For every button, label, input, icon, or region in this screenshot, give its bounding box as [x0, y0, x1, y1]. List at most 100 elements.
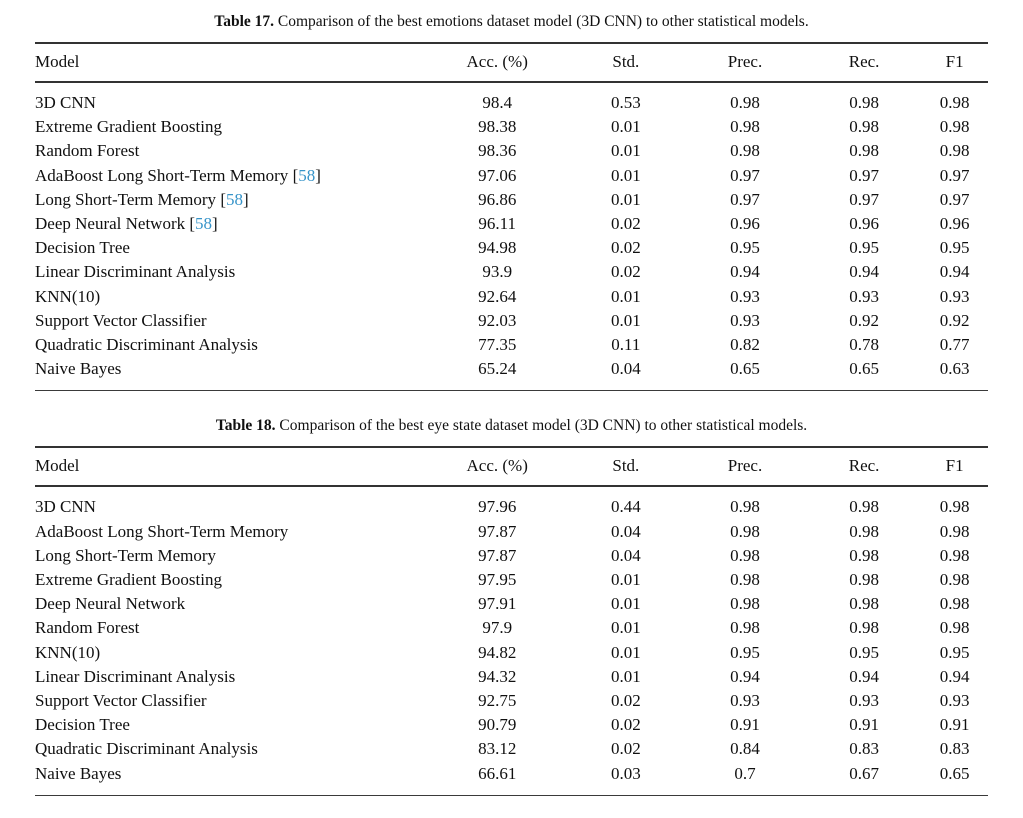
- rec-value: 0.98: [849, 117, 879, 137]
- model-name: Support Vector Classifier: [35, 310, 207, 330]
- model-name-cell: Random Forest: [35, 616, 426, 640]
- f1-value: 0.98: [939, 93, 970, 112]
- table-18-caption: Table 18. Comparison of the best eye sta…: [35, 417, 988, 435]
- table-row: AdaBoost Long Short-Term Memory [58] 97.0…: [35, 164, 988, 188]
- std-value: 0.01: [610, 310, 641, 330]
- table-row: Naive Bayes 66.61 0.03 0.7 0.67 0.65: [35, 762, 988, 796]
- std-value: 0.11: [611, 335, 641, 355]
- model-name-cell: Decision Tree: [35, 713, 426, 737]
- prec-value: 0.7: [734, 763, 756, 783]
- rec-value: 0.92: [849, 310, 879, 330]
- acc-value: 94.82: [478, 642, 517, 662]
- column-header-model: Model: [35, 456, 80, 476]
- model-name: Decision Tree: [35, 715, 130, 735]
- prec-value: 0.94: [730, 262, 760, 282]
- table-row: Extreme Gradient Boosting 98.38 0.01 0.98 0.…: [35, 115, 988, 139]
- std-value: 0.01: [610, 117, 641, 137]
- prec-value: 0.98: [730, 117, 760, 137]
- citation-number[interactable]: 58: [195, 214, 213, 234]
- model-name: Quadratic Discriminant Analysis: [35, 739, 258, 759]
- model-name: Long Short-Term Memory: [35, 545, 217, 565]
- rec-value: 0.93: [849, 286, 879, 306]
- column-header-acc: Acc. (%): [466, 52, 528, 71]
- model-name: Deep Neural Network: [35, 214, 186, 234]
- model-name-cell: KNN(10): [35, 285, 426, 309]
- model-name-cell: AdaBoost Long Short-Term Memory: [35, 520, 426, 544]
- model-name: Extreme Gradient Boosting: [35, 570, 222, 590]
- table-row: 3D CNN 98.4 0.53 0.98 0.98 0.98: [35, 82, 988, 115]
- prec-value: 0.93: [730, 286, 760, 306]
- f1-value: 0.97: [939, 189, 970, 209]
- model-name: Linear Discriminant Analysis: [35, 666, 236, 686]
- table-17-body: 3D CNN 98.4 0.53 0.98 0.98 0.98 Extreme Gradie…: [35, 82, 988, 391]
- column-header-f1: F1: [945, 52, 964, 71]
- rec-value: 0.95: [849, 238, 879, 258]
- rec-value: 0.95: [849, 642, 879, 662]
- citation-link[interactable]: [58]: [216, 189, 249, 209]
- acc-value: 92.75: [478, 691, 517, 711]
- f1-value: 0.97: [939, 165, 970, 185]
- table-17-caption-label: Table 17.: [214, 13, 275, 30]
- citation-link[interactable]: [58]: [288, 165, 321, 185]
- rec-value: 0.98: [849, 497, 879, 517]
- rec-value: 0.98: [849, 93, 879, 112]
- citation-number[interactable]: 58: [298, 165, 316, 185]
- rec-value: 0.91: [849, 715, 879, 735]
- prec-value: 0.93: [730, 691, 760, 711]
- acc-value: 83.12: [478, 739, 517, 759]
- table-row: Extreme Gradient Boosting 97.95 0.01 0.98 0.…: [35, 568, 988, 592]
- table-row: Random Forest 97.9 0.01 0.98 0.98 0.98: [35, 616, 988, 640]
- table-row: Support Vector Classifier 92.03 0.01 0.93 0.…: [35, 309, 988, 333]
- std-value: 0.01: [610, 594, 641, 614]
- std-value: 0.04: [610, 359, 641, 379]
- std-value: 0.02: [610, 262, 641, 282]
- std-value: 0.04: [610, 545, 641, 565]
- f1-value: 0.83: [939, 739, 970, 759]
- acc-value: 97.91: [478, 594, 517, 614]
- rec-value: 0.67: [849, 763, 879, 783]
- rec-value: 0.93: [849, 691, 879, 711]
- rec-value: 0.97: [849, 189, 879, 209]
- f1-value: 0.96: [939, 214, 970, 234]
- f1-value: 0.93: [939, 691, 970, 711]
- model-name-cell: Linear Discriminant Analysis: [35, 665, 426, 689]
- f1-value: 0.98: [939, 594, 970, 614]
- prec-value: 0.98: [730, 570, 760, 590]
- rec-value: 0.98: [849, 141, 879, 161]
- model-name: KNN(10): [35, 286, 101, 306]
- model-name: Deep Neural Network: [35, 594, 186, 614]
- model-name-cell: Support Vector Classifier: [35, 689, 426, 713]
- citation-link[interactable]: [58]: [185, 214, 218, 234]
- std-value: 0.02: [610, 214, 641, 234]
- column-header-rec: Rec.: [848, 456, 880, 476]
- acc-value: 97.87: [478, 521, 517, 541]
- column-header-f1: F1: [945, 456, 964, 476]
- column-header-acc: Acc. (%): [466, 456, 528, 476]
- table-18-section: Table 18. Comparison of the best eye sta…: [35, 417, 988, 796]
- table-18-caption-text: Comparison of the best eye state dataset…: [279, 417, 808, 435]
- prec-value: 0.82: [730, 335, 760, 355]
- prec-value: 0.98: [730, 497, 760, 517]
- rec-value: 0.98: [849, 594, 879, 614]
- model-name: 3D CNN: [35, 497, 96, 517]
- citation-number[interactable]: 58: [225, 189, 243, 209]
- f1-value: 0.98: [939, 497, 970, 517]
- f1-value: 0.93: [939, 286, 970, 306]
- f1-value: 0.92: [939, 310, 970, 330]
- prec-value: 0.97: [730, 189, 760, 209]
- table-row: KNN(10) 92.64 0.01 0.93 0.93 0.93: [35, 285, 988, 309]
- table-row: Support Vector Classifier 92.75 0.02 0.93 0.…: [35, 689, 988, 713]
- acc-value: 96.86: [478, 189, 517, 209]
- acc-value: 97.06: [478, 165, 517, 185]
- table-row: Decision Tree 90.79 0.02 0.91 0.91 0.91: [35, 713, 988, 737]
- table-row: Deep Neural Network [58] 96.11 0.02 0.96 0.9…: [35, 212, 988, 236]
- table-row: Naive Bayes 65.24 0.04 0.65 0.65 0.63: [35, 357, 988, 391]
- f1-value: 0.98: [939, 618, 970, 638]
- model-name-cell: Deep Neural Network: [35, 592, 426, 616]
- model-name: Random Forest: [35, 618, 140, 638]
- table-row: Long Short-Term Memory 97.87 0.04 0.98 0.98 0…: [35, 544, 988, 568]
- model-name-cell: Naive Bayes: [35, 762, 426, 796]
- model-name: Quadratic Discriminant Analysis: [35, 335, 258, 355]
- model-name-cell: 3D CNN: [35, 486, 426, 519]
- rec-value: 0.96: [849, 214, 879, 234]
